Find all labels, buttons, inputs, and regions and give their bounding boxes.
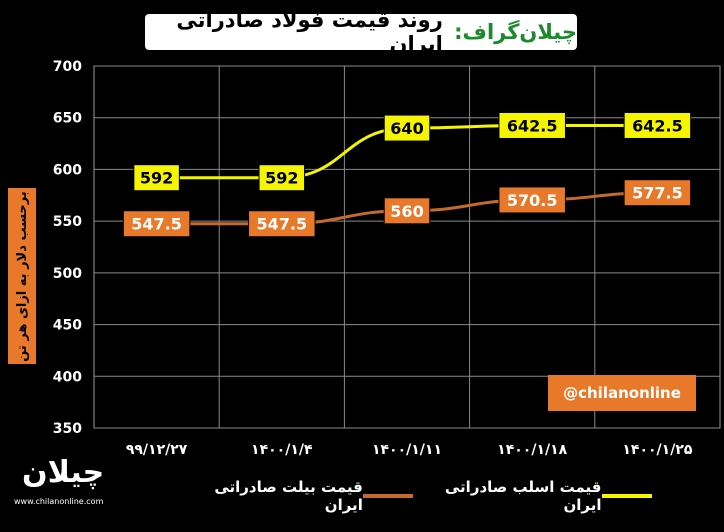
legend-item-slab: قیمت اسلب صادراتی ایران bbox=[421, 478, 660, 514]
data-label-box bbox=[248, 210, 316, 238]
data-label-box bbox=[383, 114, 431, 142]
data-label-box bbox=[498, 186, 566, 214]
x-tick-label: ۱۴۰۰/۱/۱۱ bbox=[372, 442, 442, 458]
logo-url: www.chilanonline.com bbox=[14, 497, 104, 506]
y-tick-label: 600 bbox=[53, 162, 82, 178]
data-label: 577.5 bbox=[632, 184, 683, 203]
data-label-box bbox=[623, 179, 692, 207]
data-label: 640 bbox=[390, 119, 423, 138]
data-label-box bbox=[623, 111, 692, 139]
y-axis-label-box: برحسب دلار به ازای هر تن bbox=[8, 188, 36, 364]
legend: قیمت اسلب صادراتی ایران قیمت بیلت صادرات… bbox=[190, 478, 660, 514]
data-label: 642.5 bbox=[507, 116, 558, 135]
data-label-box bbox=[258, 164, 306, 192]
data-label: 642.5 bbox=[632, 116, 683, 135]
y-tick-label: 500 bbox=[53, 266, 82, 282]
data-label-box bbox=[133, 164, 180, 192]
legend-item-billet: قیمت بیلت صادراتی ایران bbox=[190, 478, 421, 514]
data-label: 547.5 bbox=[131, 215, 182, 234]
y-tick-label: 350 bbox=[53, 421, 82, 437]
legend-swatch-slab bbox=[601, 494, 652, 498]
data-label-box bbox=[122, 210, 191, 238]
y-tick-label: 550 bbox=[53, 214, 82, 230]
x-tick-label: ۹۹/۱۲/۲۷ bbox=[126, 442, 188, 458]
social-handle-badge: @chilanonline bbox=[548, 375, 696, 411]
data-label: 570.5 bbox=[507, 191, 558, 210]
y-tick-label: 650 bbox=[53, 111, 82, 127]
data-label-box bbox=[383, 197, 431, 225]
y-tick-label: 700 bbox=[53, 59, 82, 75]
data-label: 592 bbox=[265, 169, 298, 188]
legend-label-billet: قیمت بیلت صادراتی ایران bbox=[214, 478, 363, 514]
title-text: روند قیمت فولاد صادراتی ایران bbox=[176, 8, 443, 56]
legend-label-slab: قیمت اسلب صادراتی ایران bbox=[444, 478, 602, 514]
data-label-box bbox=[498, 111, 566, 139]
chilan-logo: چیلان www.chilanonline.com bbox=[14, 455, 132, 511]
x-tick-label: ۱۴۰۰/۱/۲۵ bbox=[622, 442, 692, 458]
title-brand: چیلان‌گراف bbox=[462, 20, 577, 44]
data-label: 560 bbox=[390, 202, 423, 221]
data-label: 592 bbox=[140, 169, 173, 188]
title-separator: : bbox=[454, 20, 463, 44]
y-tick-label: 450 bbox=[53, 318, 82, 334]
y-tick-label: 400 bbox=[53, 369, 82, 385]
legend-swatch-billet bbox=[362, 494, 414, 498]
chart-title: چیلان‌گراف: روند قیمت فولاد صادراتی ایرا… bbox=[145, 8, 577, 56]
data-label: 547.5 bbox=[256, 215, 307, 234]
y-axis-label: برحسب دلار به ازای هر تن bbox=[14, 190, 30, 362]
logo-word: چیلان bbox=[22, 455, 105, 490]
x-tick-label: ۱۴۰۰/۱/۴ bbox=[251, 442, 313, 458]
x-tick-label: ۱۴۰۰/۱/۱۸ bbox=[497, 442, 567, 458]
social-handle: @chilanonline bbox=[563, 384, 681, 402]
